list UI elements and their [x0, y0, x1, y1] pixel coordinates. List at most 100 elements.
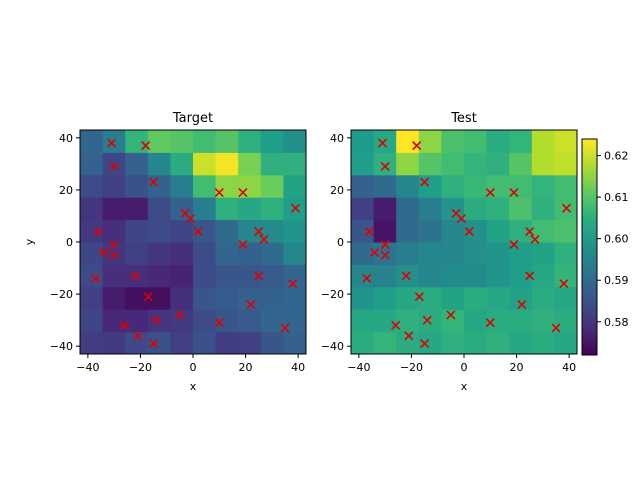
heatmap-cell	[238, 309, 262, 333]
heatmap-cell	[193, 130, 217, 153]
heatmap-cell	[509, 331, 533, 355]
x-tick-label: −40	[347, 361, 370, 374]
sample-point-marker	[238, 187, 248, 198]
heatmap-cell	[125, 286, 149, 310]
heatmap-cell	[486, 264, 510, 288]
x-tick-label: 0	[461, 361, 468, 374]
heatmap-cell	[418, 286, 442, 310]
heatmap-cell	[238, 197, 262, 221]
heatmap-cell	[193, 152, 217, 176]
heatmap-cell	[554, 286, 578, 310]
heatmap-cell	[396, 174, 420, 198]
sample-point-marker	[214, 187, 224, 198]
heatmap-cell	[170, 264, 194, 288]
x-tick-label: 40	[562, 361, 576, 374]
heatmap-cell	[147, 174, 171, 198]
heatmap-cell	[373, 197, 397, 221]
heatmap-cell	[80, 197, 104, 221]
heatmap-cell	[170, 286, 194, 310]
heatmap-cell	[418, 331, 442, 355]
sample-point-marker	[422, 315, 432, 325]
heatmap-cell	[80, 219, 104, 243]
heatmap-cell	[418, 174, 442, 198]
x-tick-label: 20	[239, 361, 253, 374]
sample-point-marker	[109, 240, 119, 250]
sample-point-marker	[456, 213, 466, 224]
target-y-axis-label: y	[23, 238, 36, 245]
heatmap-cell	[531, 264, 555, 288]
sample-point-marker	[185, 213, 195, 224]
heatmap-cell	[509, 309, 533, 333]
sample-point-marker	[91, 273, 101, 284]
x-tick-label: 0	[190, 361, 197, 374]
sample-point-marker	[106, 138, 117, 148]
sample-point-marker	[214, 318, 224, 328]
test-y-ticks: −40 −20 0 20 40	[321, 132, 351, 353]
heatmap-cell	[170, 130, 194, 153]
target-x-axis-label: x	[190, 380, 197, 393]
heatmap-cell	[215, 219, 239, 243]
heatmap-cell	[238, 242, 262, 265]
heatmap-cell	[396, 219, 420, 243]
heatmap-cell	[441, 286, 465, 310]
heatmap-cell	[531, 242, 555, 265]
heatmap-cell	[215, 242, 239, 265]
sample-point-marker	[254, 227, 264, 237]
sample-point-marker	[143, 292, 153, 302]
heatmap-cell	[215, 130, 239, 153]
heatmap-cell	[193, 174, 217, 198]
heatmap-cell	[373, 152, 397, 176]
y-tick-label: −20	[50, 288, 73, 301]
heatmap-cell	[351, 152, 375, 176]
sample-point-marker	[509, 240, 519, 250]
heatmap-cell	[351, 309, 375, 333]
heatmap-cell	[260, 130, 284, 153]
sample-point-marker	[412, 141, 422, 151]
heatmap-cell	[418, 264, 442, 288]
heatmap-cell	[260, 286, 284, 310]
heatmap-cell	[418, 130, 442, 153]
heatmap-cell	[531, 174, 555, 198]
heatmap-cell	[80, 264, 104, 288]
heatmap-cell	[102, 152, 126, 176]
heatmap-cell	[554, 219, 578, 243]
sample-point-marker	[109, 250, 119, 260]
heatmap-cell	[260, 264, 284, 288]
heatmap-cell	[373, 264, 397, 288]
heatmap-cell	[193, 331, 217, 355]
heatmap-cell	[80, 286, 104, 310]
heatmap-cell	[396, 264, 420, 288]
heatmap-cell	[441, 331, 465, 355]
heatmap-cell	[102, 264, 126, 288]
heatmap-cell	[102, 174, 126, 198]
heatmap-cell	[509, 242, 533, 265]
heatmap-cell	[464, 309, 488, 333]
sample-point-marker	[420, 177, 430, 187]
heatmap-cell	[283, 309, 307, 333]
heatmap-cell	[351, 264, 375, 288]
x-tick-label: 20	[510, 361, 524, 374]
heatmap-cell	[464, 264, 488, 288]
heatmap-cell	[464, 242, 488, 265]
heatmap-cell	[193, 286, 217, 310]
sample-point-marker	[149, 339, 159, 349]
heatmap-cell	[531, 197, 555, 221]
sample-point-marker	[559, 279, 569, 289]
heatmap-cell	[238, 130, 262, 153]
heatmap-cell	[554, 152, 578, 176]
heatmap-cell	[170, 197, 194, 221]
heatmap-cell	[283, 219, 307, 243]
sample-point-marker	[109, 161, 119, 172]
test-x-axis-label: x	[461, 380, 468, 393]
heatmap-cell	[351, 242, 375, 265]
heatmap-cell	[509, 152, 533, 176]
heatmap-cell	[531, 286, 555, 310]
heatmap-cell	[193, 264, 217, 288]
heatmap-cell	[509, 130, 533, 153]
sample-point-marker	[404, 331, 414, 341]
heatmap-cell	[147, 242, 171, 265]
heatmap-cell	[125, 130, 149, 153]
sample-point-marker	[364, 227, 374, 237]
heatmap-cell	[170, 219, 194, 243]
